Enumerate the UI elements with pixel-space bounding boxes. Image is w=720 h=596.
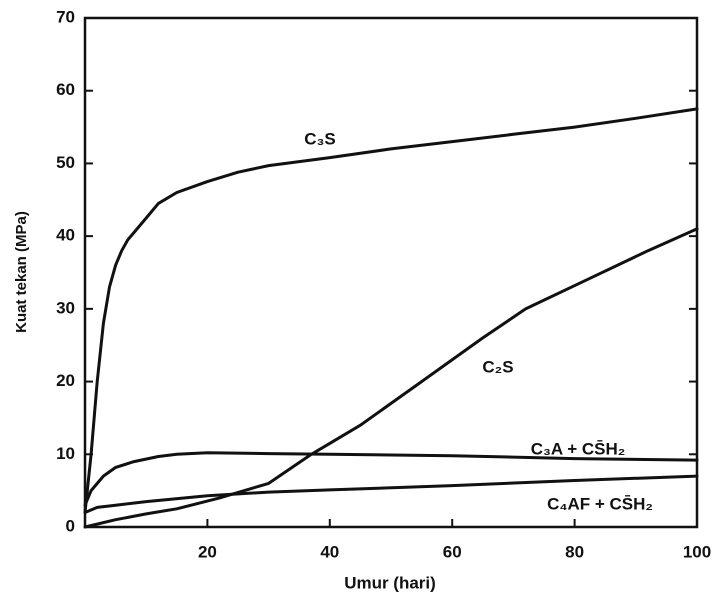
y-tick-label: 60 <box>56 80 75 99</box>
y-tick-label: 70 <box>56 7 75 26</box>
x-tick-label: 60 <box>443 542 462 561</box>
y-tick-label: 30 <box>56 298 75 317</box>
x-tick-label: 40 <box>320 542 339 561</box>
y-tick-label: 10 <box>56 444 75 463</box>
curve-label: C₂S <box>482 357 513 376</box>
curve <box>83 451 699 507</box>
curve-label: C₃S <box>304 129 335 148</box>
curve-label: C₄AF + CS̄H₂ <box>547 494 653 513</box>
x-tick-label: 20 <box>198 542 217 561</box>
y-tick-label: 50 <box>56 153 75 172</box>
y-tick-label: 40 <box>56 226 75 245</box>
y-tick-label: 0 <box>66 516 75 535</box>
x-axis-label: Umur (hari) <box>344 573 436 592</box>
plot-frame <box>83 16 699 529</box>
curve-label: C₃A + CS̄H₂ <box>531 439 626 458</box>
y-axis-label: Kuat tekan (MPa) <box>13 211 30 333</box>
curve <box>83 227 699 529</box>
x-tick-label: 80 <box>565 542 584 561</box>
y-tick-label: 20 <box>56 371 75 390</box>
curve <box>83 107 699 514</box>
curve <box>83 474 699 514</box>
x-tick-label: 100 <box>683 542 711 561</box>
